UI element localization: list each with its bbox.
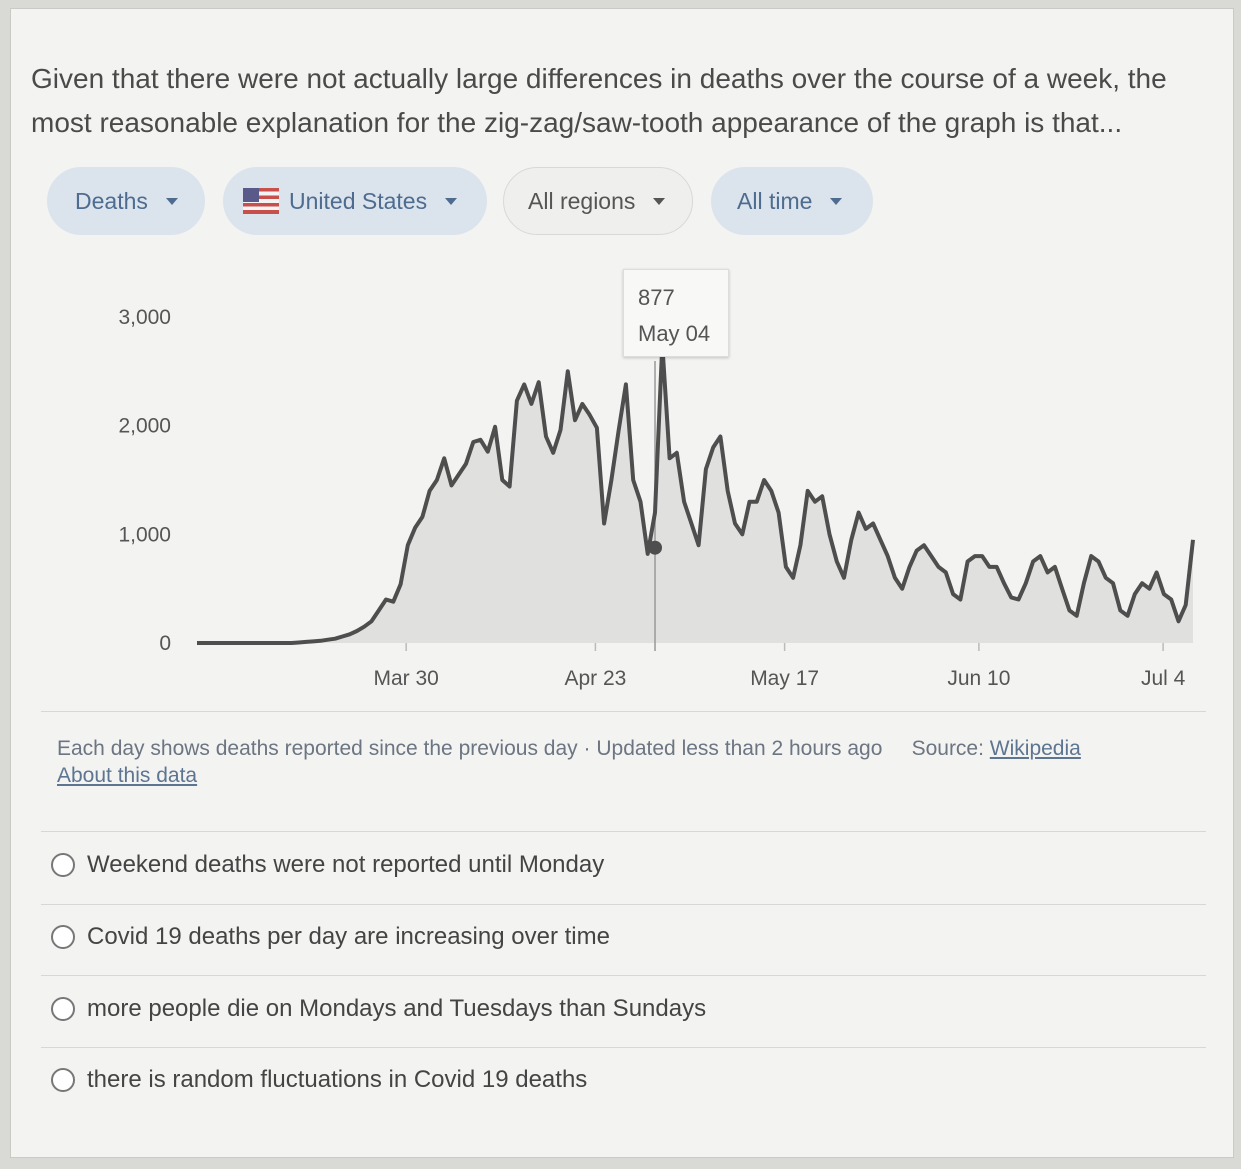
region-dropdown[interactable]: All regions [503,167,693,235]
radio-circle-icon[interactable] [51,925,75,949]
x-tick-label: Jun 10 [947,667,1010,690]
source-link[interactable]: Wikipedia [989,737,1081,760]
divider [41,1047,1206,1048]
radio-circle-icon[interactable] [51,1068,75,1092]
option-label: Weekend deaths were not reported until M… [87,851,605,878]
series-line [197,342,1195,645]
y-tick-label: 1,000 [118,523,171,546]
y-tick-label: 2,000 [118,415,171,438]
footnote-separator: · [583,737,591,760]
source-label: Source: [911,737,984,760]
chart-tooltip: 877 May 04 [623,269,729,357]
radio-circle-icon[interactable] [51,997,75,1021]
us-flag-icon [243,188,279,214]
question-text: Given that there were not actually large… [31,63,1167,138]
radio-circle-icon[interactable] [51,853,75,877]
divider [41,975,1206,976]
divider [41,904,1206,905]
highlight-point [648,540,663,555]
answer-option[interactable]: Weekend deaths were not reported until M… [51,851,604,879]
range-label: All time [737,187,813,214]
answer-option[interactable]: there is random fluctuations in Covid 19… [51,1066,587,1094]
x-tick-label: Apr 23 [564,667,626,690]
series-area [197,344,1193,643]
option-label: there is random fluctuations in Covid 19… [87,1066,588,1093]
footnote-text: Each day shows deaths reported since the… [57,737,578,760]
answer-option[interactable]: Covid 19 deaths per day are increasing o… [51,923,610,951]
option-label: more people die on Mondays and Tuesdays … [87,995,707,1022]
metric-label: Deaths [75,187,148,214]
about-data-link[interactable]: About this data [57,764,198,787]
x-tick-label: Mar 30 [373,667,438,690]
caret-down-icon [165,197,178,205]
updated-text: Updated less than 2 hours ago [596,737,883,760]
caret-down-icon [445,197,458,205]
divider [41,831,1206,832]
country-label: United States [289,187,428,214]
y-tick-label: 3,000 [118,306,171,329]
region-label: All regions [528,187,636,214]
chart-footnote: Each day shows deaths reported since the… [57,735,1207,789]
tooltip-date: May 04 [638,321,711,346]
x-tick-label: Jul 4 [1141,667,1186,690]
caret-down-icon [830,197,843,205]
y-tick-label: 0 [159,632,171,655]
deaths-chart[interactable]: 3,000 2,000 1,000 0 Mar 30 Apr 23 May 17 Jun 10… [71,271,1221,701]
metric-dropdown[interactable]: Deaths [47,167,205,235]
country-dropdown[interactable]: United States [223,167,487,235]
tooltip-value: 877 [638,285,675,310]
question-card: Given that there were not actually large… [10,8,1234,1158]
caret-down-icon [653,197,666,205]
option-label: Covid 19 deaths per day are increasing o… [87,923,610,950]
x-tick-label: May 17 [750,667,819,690]
answer-option[interactable]: more people die on Mondays and Tuesdays … [51,995,706,1023]
range-dropdown[interactable]: All time [711,167,873,235]
divider [41,711,1206,712]
